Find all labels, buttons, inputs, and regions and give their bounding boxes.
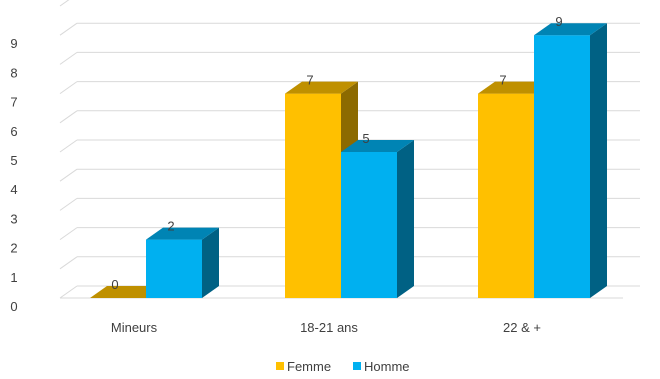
data-label: 7 xyxy=(499,73,506,88)
gridline-side xyxy=(59,285,78,299)
gridline-side xyxy=(59,168,78,182)
legend-label: Femme xyxy=(287,359,331,374)
bar-top xyxy=(341,140,414,152)
legend-swatch xyxy=(353,362,361,370)
gridline-side xyxy=(59,81,78,95)
y-tick-label: 2 xyxy=(10,241,17,256)
legend-label: Homme xyxy=(364,359,410,374)
y-tick-label: 3 xyxy=(10,211,17,226)
bar-top xyxy=(146,227,219,240)
y-tick-label: 7 xyxy=(10,95,17,110)
y-tick-label: 1 xyxy=(10,270,17,285)
bar-side xyxy=(590,23,607,298)
x-category-label: Mineurs xyxy=(111,320,158,335)
gridline-side xyxy=(59,256,78,270)
y-tick-label: 6 xyxy=(10,124,17,139)
gridline-side xyxy=(59,197,78,211)
gridline-side xyxy=(59,110,78,124)
bar-side xyxy=(397,140,414,298)
legend-swatch xyxy=(276,362,284,370)
y-tick-label: 8 xyxy=(10,65,17,80)
data-label: 5 xyxy=(362,131,369,146)
bar-side xyxy=(202,227,219,298)
bar-top xyxy=(478,81,551,94)
gridline-side xyxy=(59,0,70,7)
bar xyxy=(285,93,341,298)
bar-top xyxy=(90,286,163,298)
gridline-side xyxy=(59,22,78,36)
bar xyxy=(341,152,397,298)
data-label: 2 xyxy=(167,219,174,234)
gridline-side xyxy=(59,51,78,65)
x-category-label: 18-21 ans xyxy=(300,320,358,335)
bar xyxy=(534,35,590,298)
gridline-side xyxy=(59,139,78,153)
bar-top xyxy=(285,81,358,94)
y-tick-label: 0 xyxy=(10,299,17,314)
x-category-label: 22 & + xyxy=(503,320,541,335)
y-tick-label: 5 xyxy=(10,153,17,168)
data-label: 0 xyxy=(111,277,118,292)
data-label: 7 xyxy=(306,73,313,88)
gridline-side xyxy=(59,227,78,241)
y-tick-label: 9 xyxy=(10,36,17,51)
data-label: 9 xyxy=(555,14,562,29)
bar xyxy=(478,93,534,298)
y-tick-label: 4 xyxy=(10,182,17,197)
bar xyxy=(146,239,202,298)
bar-top xyxy=(534,23,607,36)
